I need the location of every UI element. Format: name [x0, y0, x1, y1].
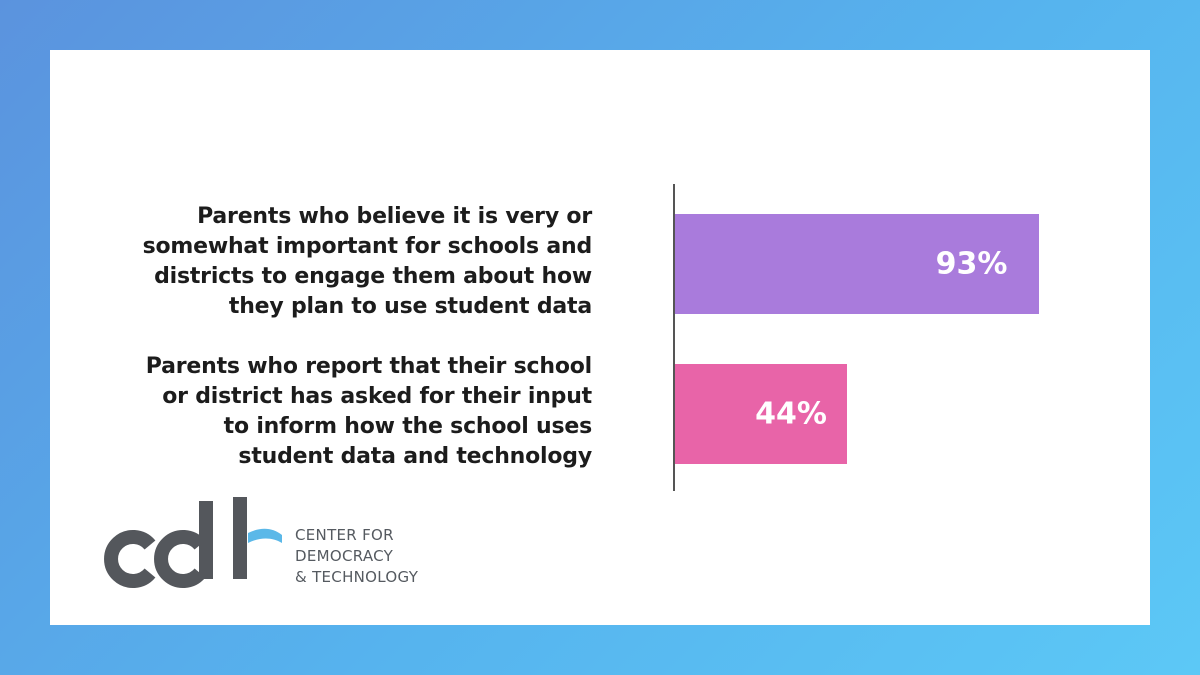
category-label-2-line: or district has asked for their input: [162, 384, 592, 409]
category-label-1-line: districts to engage them about how: [154, 264, 592, 289]
logo-text-line: & TECHNOLOGY: [295, 568, 419, 586]
logo-text-line: DEMOCRACY: [295, 547, 394, 565]
category-label-1-line: somewhat important for schools and: [142, 234, 593, 259]
category-label-1-line: they plan to use student data: [228, 294, 592, 319]
cdt-logo-text: CENTER FOR DEMOCRACY & TECHNOLOGY: [295, 525, 418, 588]
category-label-2-line: student data and technology: [238, 444, 592, 469]
logo-text-line: CENTER FOR: [295, 526, 394, 544]
cdt-logo: CENTER FOR DEMOCRACY & TECHNOLOGY: [100, 495, 440, 590]
category-label-1-line: Parents who believe it is very or: [197, 204, 592, 229]
category-axis-line: [673, 184, 675, 491]
category-label-2: Parents who report that their school or …: [92, 352, 592, 472]
chart-card: Parents who believe it is very or somewh…: [50, 50, 1150, 625]
bar-value-label: 44%: [755, 396, 827, 432]
category-label-2-line: to inform how the school uses: [223, 414, 593, 439]
category-label-1: Parents who believe it is very or somewh…: [92, 202, 593, 322]
bar-value-label: 93%: [935, 246, 1008, 282]
bar-parents-engagement-importance: 93%: [674, 214, 1040, 314]
cdt-logo-mark-icon: [104, 497, 282, 588]
bar-parents-asked-for-input: 44%: [674, 364, 847, 464]
category-label-2-line: Parents who report that their school: [145, 354, 592, 379]
